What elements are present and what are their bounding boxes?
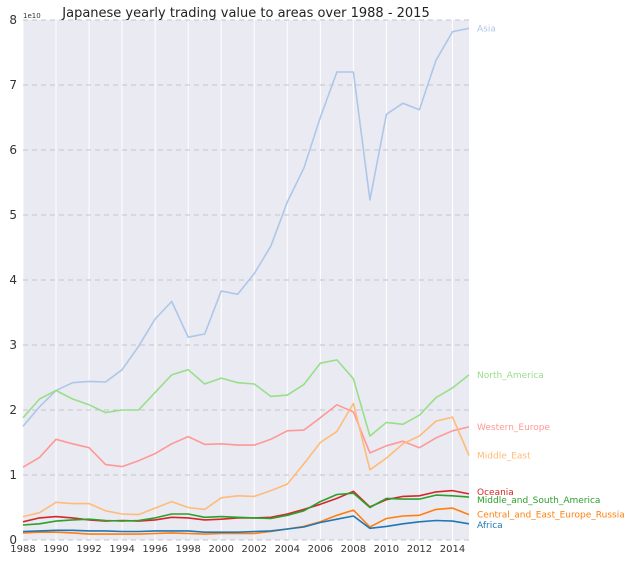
x-tick-label-1996: 1996 <box>142 544 167 555</box>
x-tick-label-1998: 1998 <box>175 544 200 555</box>
x-tick-label-2002: 2002 <box>242 544 267 555</box>
y-axis: 0 1 2 3 4 5 6 7 8 <box>9 13 17 547</box>
series-line-africa <box>22 515 470 534</box>
series-label-central-and-east-europe-russia: Central_and_East_Europe_Russia <box>477 511 625 521</box>
y-tick-label-1: 1 <box>9 468 17 482</box>
x-tick-label-1990: 1990 <box>43 544 68 555</box>
x-tick-label-2008: 2008 <box>341 544 366 555</box>
series-line-central-and-east-europe-russia <box>22 507 470 535</box>
y-tick-label-5: 5 <box>9 208 17 222</box>
y-tick-label-4: 4 <box>9 273 17 287</box>
series-label-middle-and-south-america: Middle_and_South_America <box>477 496 600 506</box>
y-tick-label-6: 6 <box>9 143 17 157</box>
x-tick-label-1992: 1992 <box>76 544 101 555</box>
y-tick-label-3: 3 <box>9 338 17 352</box>
grid <box>22 19 469 541</box>
x-tick-label-2006: 2006 <box>308 544 333 555</box>
y-tick-label-0: 0 <box>9 533 17 547</box>
x-tick-label-2010: 2010 <box>374 544 399 555</box>
series-line-middle-east <box>22 402 470 518</box>
x-tick-label-1988: 1988 <box>10 544 35 555</box>
y-multiplier: 1e10 <box>23 12 41 20</box>
x-tick-label-2000: 2000 <box>208 544 233 555</box>
y-tick-label-8: 8 <box>9 13 17 27</box>
series-label-africa: Africa <box>477 521 503 531</box>
series-line-middle-and-south-america <box>22 492 470 526</box>
x-tick-label-1994: 1994 <box>109 544 134 555</box>
legend: Asia North_America Western_Europe Middle_Ea… <box>477 24 625 530</box>
series-line-north-america <box>22 359 470 437</box>
x-tick-label-2014: 2014 <box>440 544 465 555</box>
y-tick-label-2: 2 <box>9 403 17 417</box>
series-label-western-europe: Western_Europe <box>477 423 551 433</box>
y-tick-label-7: 7 <box>9 78 17 92</box>
series-line-asia <box>22 27 470 427</box>
series-label-oceania: Oceania <box>477 488 514 498</box>
chart-title: Japanese yearly trading value to areas o… <box>61 6 429 21</box>
series-label-north-america: North_America <box>477 371 544 381</box>
series-label-middle-east: Middle_East <box>477 452 531 462</box>
series-lines <box>22 27 470 535</box>
series-line-western-europe <box>22 403 470 468</box>
series-label-asia: Asia <box>477 24 496 34</box>
x-tick-label-2004: 2004 <box>275 544 300 555</box>
x-axis: 1988 1990 1992 1994 1996 1998 2000 2002 2004 2006… <box>10 544 465 555</box>
x-tick-label-2012: 2012 <box>407 544 432 555</box>
